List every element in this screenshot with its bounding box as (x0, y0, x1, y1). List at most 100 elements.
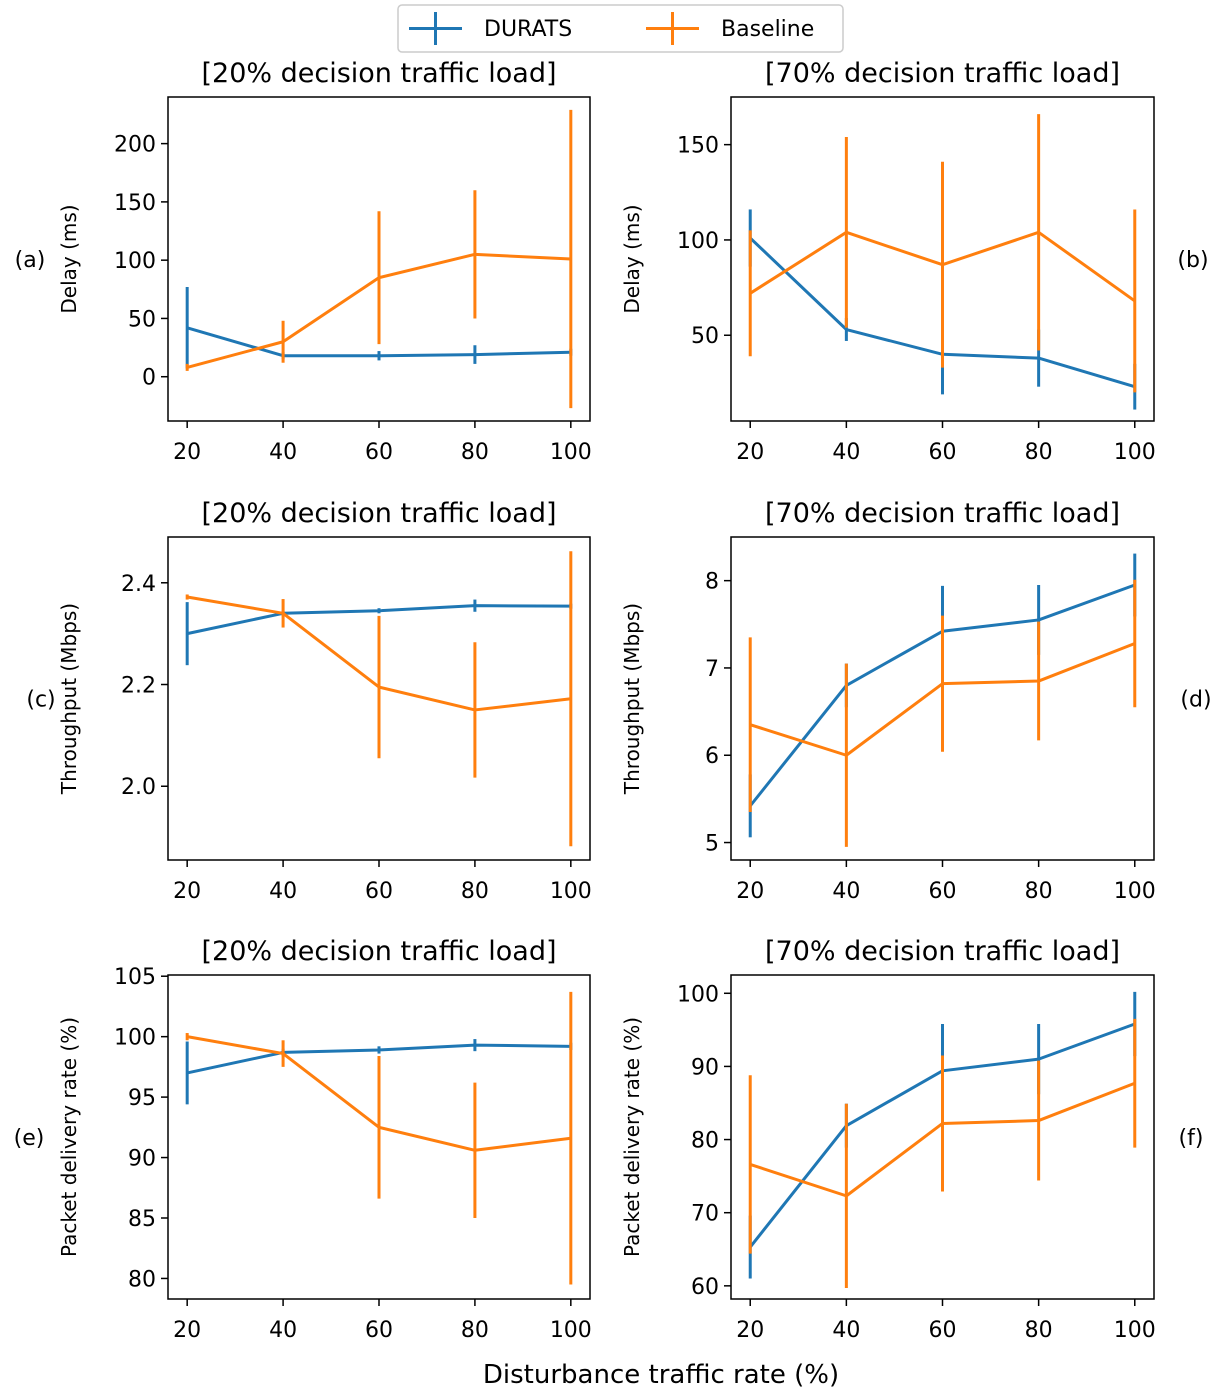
panel-letter: (b) (1177, 248, 1208, 273)
plot-area (748, 991, 1137, 1289)
y-tick-label: 85 (128, 1207, 156, 1232)
y-tick-label: 2.4 (121, 572, 156, 597)
y-tick-label: 100 (677, 982, 719, 1007)
legend-label-baseline: Baseline (721, 17, 814, 42)
panel-letter: (d) (1180, 688, 1211, 713)
subplot-title: [70% decision traffic load] (765, 58, 1120, 89)
y-tick-label: 70 (691, 1202, 719, 1227)
y-tick-label: 150 (677, 134, 719, 159)
y-tick-label: 0 (142, 366, 156, 391)
axes-frame (167, 536, 591, 861)
y-tick-label: 100 (114, 1026, 156, 1051)
legend: DURATS Baseline (397, 4, 844, 53)
x-tick-label: 60 (929, 1318, 957, 1343)
plot-area (748, 553, 1137, 847)
subplot-c: [20% decision traffic load] 20 40 60 80 100 2.… (26, 498, 591, 904)
y-axis-label: Throughput (Mbps) (620, 603, 644, 795)
x-tick-label: 80 (1025, 1318, 1053, 1343)
subplot-b: [70% decision traffic load] 20 40 60 80 100 50… (620, 58, 1209, 465)
axes-frame (167, 974, 591, 1300)
x-tick-label: 20 (736, 879, 764, 904)
shared-x-axis-label: Disturbance traffic rate (%) (483, 1360, 839, 1390)
plot-area (748, 114, 1137, 410)
y-axis-label: Delay (ms) (57, 204, 81, 313)
x-tick-label: 60 (929, 879, 957, 904)
y-tick-label: 5 (705, 832, 719, 857)
panel-letter: (a) (15, 248, 46, 273)
x-tick-label: 100 (1114, 1318, 1156, 1343)
x-tick-label: 40 (832, 1318, 860, 1343)
x-tick-label: 20 (173, 440, 201, 465)
y-tick-label: 90 (691, 1055, 719, 1080)
y-tick-label: 80 (691, 1129, 719, 1154)
axes-frame (730, 96, 1155, 422)
panel-letter: (e) (14, 1126, 45, 1151)
axes-frame (167, 96, 591, 422)
x-tick-label: 40 (269, 879, 297, 904)
x-tick-label: 100 (550, 440, 592, 465)
subplot-title: [70% decision traffic load] (765, 936, 1120, 967)
subplot-title: [70% decision traffic load] (765, 498, 1120, 529)
y-tick-label: 200 (114, 133, 156, 158)
legend-frame (397, 4, 844, 53)
x-tick-label: 20 (736, 440, 764, 465)
axes-frame (730, 536, 1155, 861)
x-tick-label: 80 (461, 879, 489, 904)
y-tick-label: 80 (128, 1267, 156, 1292)
x-tick-label: 100 (550, 879, 592, 904)
x-tick-label: 60 (365, 440, 393, 465)
x-tick-label: 20 (173, 1318, 201, 1343)
x-tick-label: 80 (1025, 440, 1053, 465)
y-tick-label: 6 (705, 744, 719, 769)
legend-label-durats: DURATS (484, 17, 572, 42)
x-tick-label: 60 (365, 1318, 393, 1343)
x-tick-label: 100 (550, 1318, 592, 1343)
y-tick-label: 8 (705, 570, 719, 595)
y-tick-label: 150 (114, 191, 156, 216)
y-tick-label: 50 (128, 307, 156, 332)
panel-letter: (f) (1179, 1126, 1204, 1151)
x-tick-label: 40 (269, 1318, 297, 1343)
y-tick-label: 7 (705, 657, 719, 682)
x-tick-label: 60 (929, 440, 957, 465)
x-tick-label: 80 (1025, 879, 1053, 904)
y-tick-label: 100 (114, 249, 156, 274)
x-tick-label: 20 (736, 1318, 764, 1343)
x-tick-label: 100 (1114, 440, 1156, 465)
y-axis-label: Throughput (Mbps) (57, 603, 81, 795)
x-tick-label: 20 (173, 879, 201, 904)
plot-area (185, 551, 573, 847)
y-axis-label: Packet delivery rate (%) (57, 1017, 81, 1257)
x-tick-label: 40 (269, 440, 297, 465)
panel-letter: (c) (26, 688, 55, 713)
x-tick-label: 40 (832, 879, 860, 904)
y-axis-label: Packet delivery rate (%) (620, 1017, 644, 1257)
y-tick-label: 90 (128, 1147, 156, 1172)
subplot-title: [20% decision traffic load] (201, 58, 556, 89)
x-tick-label: 80 (461, 440, 489, 465)
x-tick-label: 60 (365, 879, 393, 904)
y-tick-label: 95 (128, 1086, 156, 1111)
subplots: [20% decision traffic load] 20 40 60 80 100 0 5… (14, 58, 1212, 1343)
subplot-title: [20% decision traffic load] (201, 936, 556, 967)
subplot-f: [70% decision traffic load] 20 40 60 80 100 60… (620, 936, 1203, 1343)
subplot-e: [20% decision traffic load] 20 40 60 80 100 80… (14, 936, 592, 1343)
legend-item-durats: DURATS (409, 12, 572, 45)
y-tick-label: 100 (677, 229, 719, 254)
legend-item-baseline: Baseline (646, 12, 814, 45)
plot-area (185, 109, 573, 409)
subplot-a: [20% decision traffic load] 20 40 60 80 100 0 5… (15, 58, 592, 465)
axes-frame (730, 974, 1155, 1300)
y-tick-label: 105 (114, 965, 156, 990)
x-tick-label: 80 (461, 1318, 489, 1343)
y-tick-label: 50 (691, 324, 719, 349)
y-tick-label: 60 (691, 1275, 719, 1300)
y-tick-label: 2.2 (121, 674, 156, 699)
subplot-title: [20% decision traffic load] (201, 498, 556, 529)
plot-area (185, 991, 573, 1285)
y-tick-label: 2.0 (121, 775, 156, 800)
y-axis-label: Delay (ms) (620, 204, 644, 313)
subplot-d: [70% decision traffic load] 20 40 60 80 100 5 6… (620, 498, 1212, 904)
x-tick-label: 40 (832, 440, 860, 465)
